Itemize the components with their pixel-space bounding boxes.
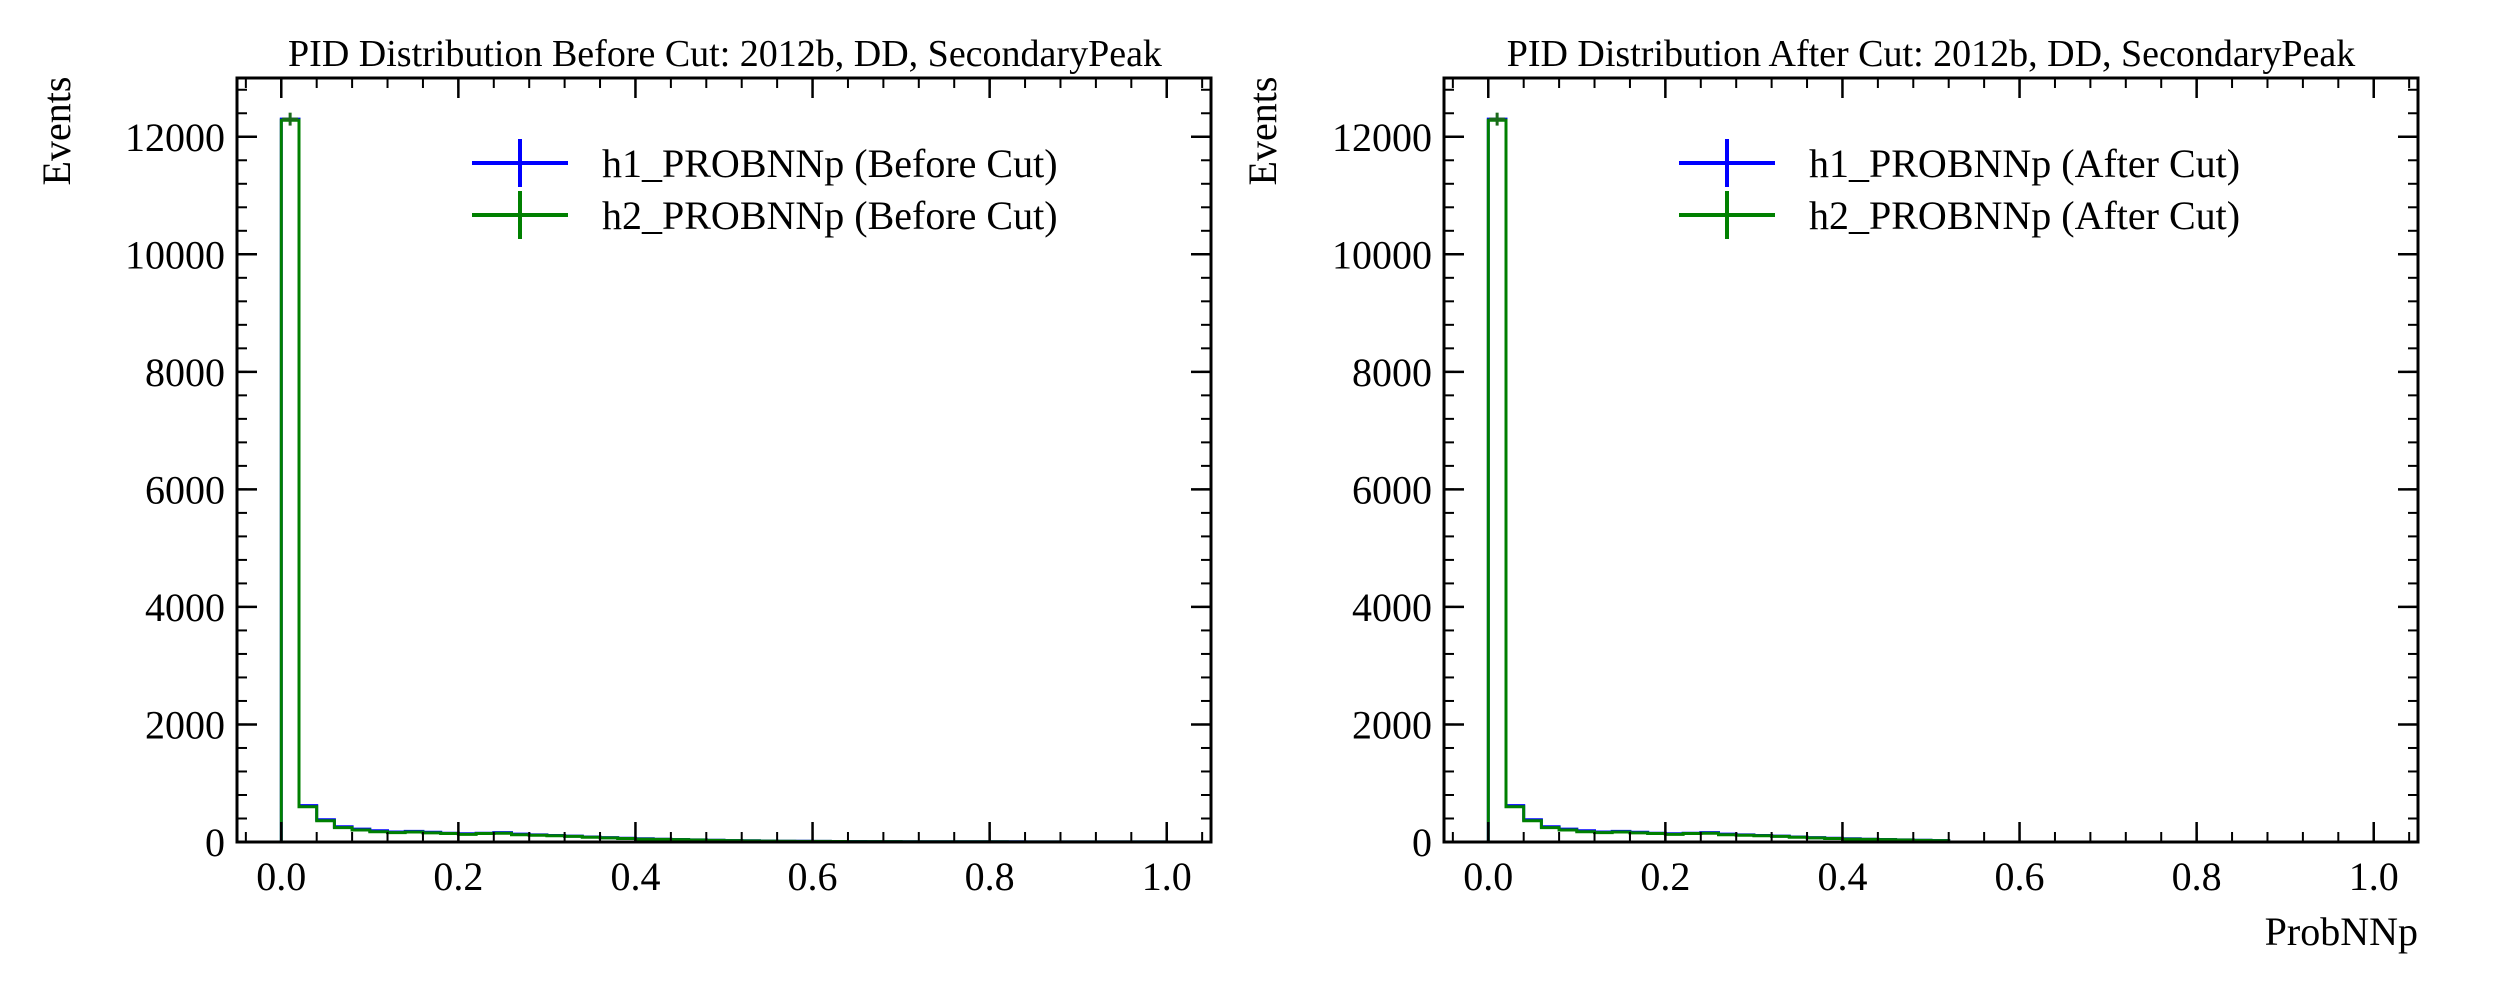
y-tick-label: 4000 [145, 585, 225, 630]
y-tick-label: 8000 [1352, 350, 1432, 395]
y-tick-label: 4000 [1352, 585, 1432, 630]
plot-frame [235, 76, 1213, 844]
y-tick-label: 10000 [125, 232, 225, 277]
legend-label: h2_PROBNNp (Before Cut) [602, 193, 1058, 238]
x-tick-label: 0.0 [1463, 854, 1513, 899]
chart-title: PID Distribution Before Cut: 2012b, DD, … [288, 33, 1162, 75]
y-tick-label: 0 [205, 820, 225, 865]
chart-before-cut: PID Distribution Before Cut: 2012b, DD, … [34, 33, 1213, 899]
plot-frame [1442, 76, 2420, 844]
chart-title: PID Distribution After Cut: 2012b, DD, S… [1507, 33, 2356, 75]
y-tick-label: 6000 [1352, 467, 1432, 512]
y-tick-label: 2000 [1352, 702, 1432, 747]
y-tick-label: 10000 [1332, 232, 1432, 277]
y-tick-label: 8000 [145, 350, 225, 395]
x-tick-label: 0.8 [965, 854, 1015, 899]
legend-label: h1_PROBNNp (After Cut) [1809, 141, 2240, 186]
x-tick-label: 0.8 [2172, 854, 2222, 899]
legend-label: h2_PROBNNp (After Cut) [1809, 193, 2240, 238]
y-tick-label: 12000 [125, 115, 225, 160]
x-tick-label: 1.0 [2349, 854, 2399, 899]
x-tick-label: 0.4 [610, 854, 660, 899]
y-tick-label: 12000 [1332, 115, 1432, 160]
x-tick-label: 0.2 [1640, 854, 1690, 899]
y-tick-label: 0 [1412, 820, 1432, 865]
x-tick-label: 0.2 [433, 854, 483, 899]
x-tick-label: 0.6 [1995, 854, 2045, 899]
chart-after-cut: PID Distribution After Cut: 2012b, DD, S… [1240, 33, 2420, 954]
y-tick-label: 6000 [145, 467, 225, 512]
y-axis-label: Events [1240, 77, 1285, 186]
x-tick-label: 0.0 [256, 854, 306, 899]
x-tick-label: 0.4 [1817, 854, 1867, 899]
y-tick-label: 2000 [145, 702, 225, 747]
x-tick-label: 1.0 [1142, 854, 1192, 899]
x-axis-label: ProbNNp [2265, 909, 2418, 954]
y-axis-label: Events [34, 77, 79, 186]
legend-label: h1_PROBNNp (Before Cut) [602, 141, 1058, 186]
x-tick-label: 0.6 [788, 854, 838, 899]
